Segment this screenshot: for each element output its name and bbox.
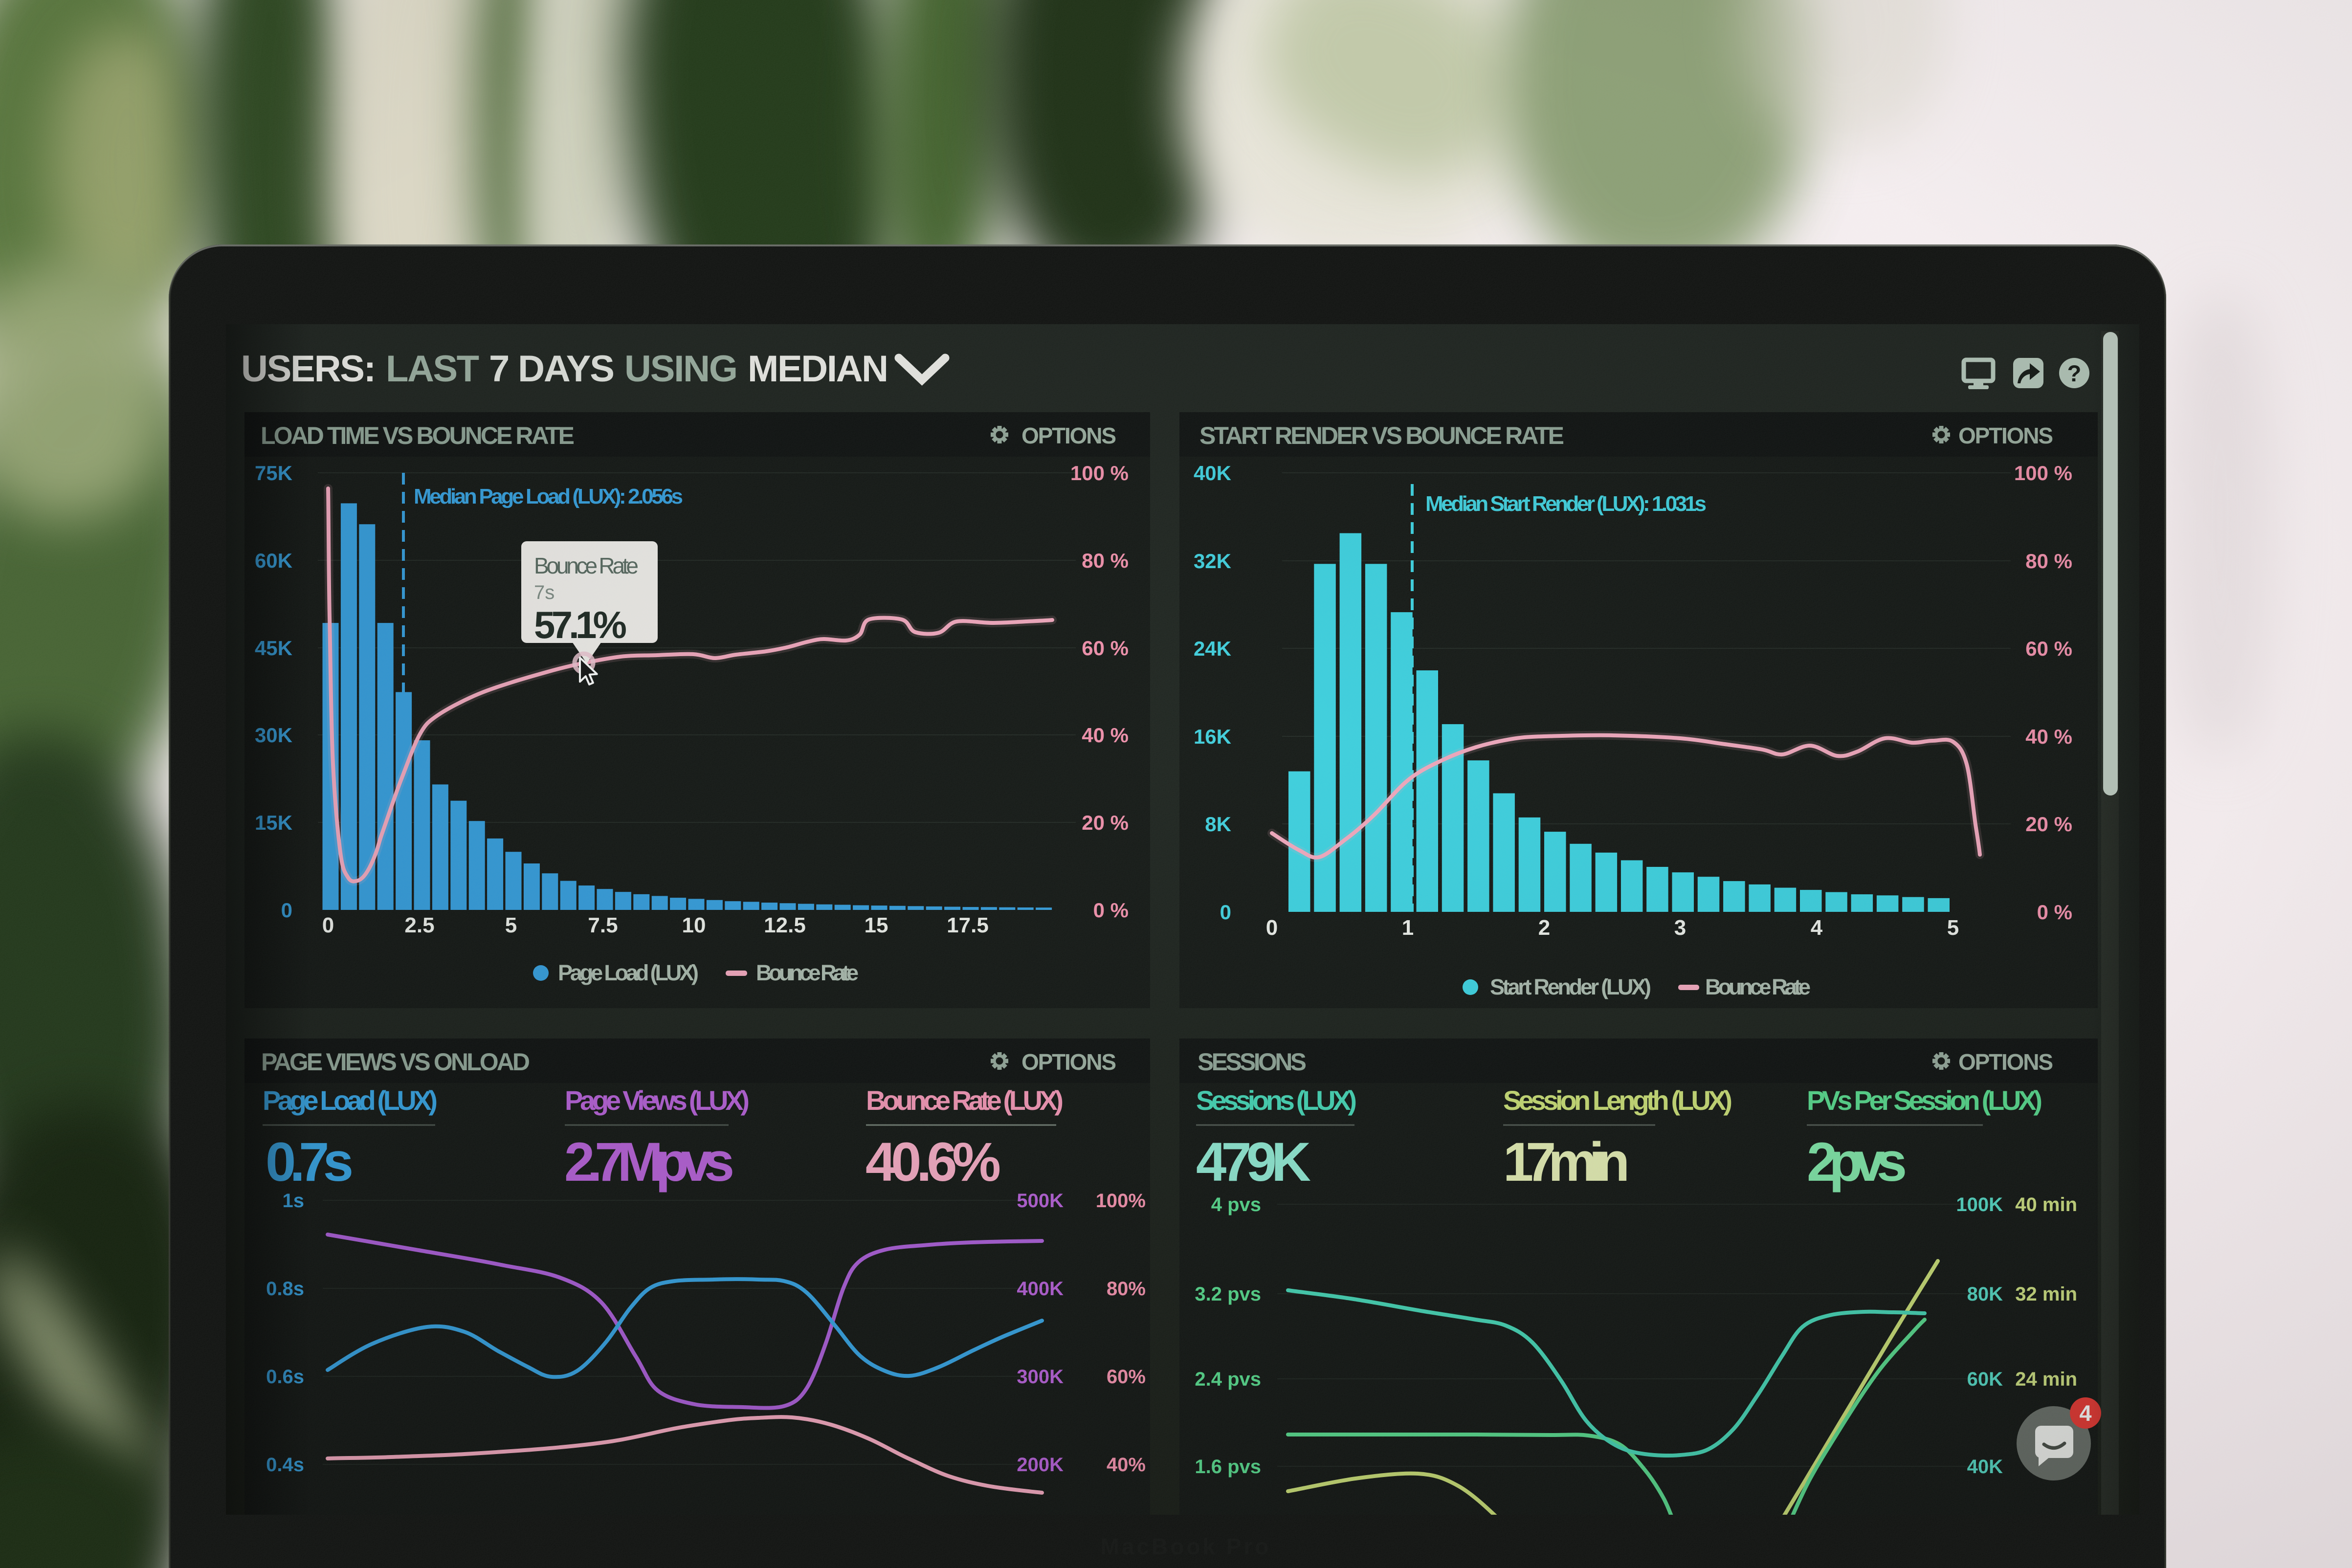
svg-text:Start Render (LUX): Start Render (LUX) — [1490, 974, 1651, 999]
svg-text:Bounce Rate: Bounce Rate — [534, 553, 639, 578]
svg-text:60%: 60% — [1107, 1366, 1146, 1388]
svg-text:0: 0 — [281, 899, 292, 922]
svg-text:40 %: 40 % — [1082, 724, 1129, 747]
svg-text:0: 0 — [1220, 901, 1231, 924]
svg-text:SESSIONS: SESSIONS — [1198, 1048, 1307, 1076]
svg-text:Sessions (LUX): Sessions (LUX) — [1196, 1085, 1357, 1116]
svg-text:2.4 pvs: 2.4 pvs — [1195, 1369, 1261, 1390]
svg-text:OPTIONS: OPTIONS — [1958, 1049, 2053, 1075]
svg-text:200K: 200K — [1017, 1454, 1064, 1476]
svg-text:Page Load (LUX): Page Load (LUX) — [558, 960, 699, 985]
svg-text:PVs Per Session (LUX): PVs Per Session (LUX) — [1807, 1085, 2042, 1116]
svg-text:40.6%: 40.6% — [865, 1131, 1001, 1193]
svg-text:Median Start Render (LUX): 1.0: Median Start Render (LUX): 1.031s — [1425, 492, 1707, 516]
svg-text:32 min: 32 min — [2015, 1283, 2077, 1305]
svg-text:0: 0 — [322, 913, 334, 937]
svg-text:OPTIONS: OPTIONS — [1958, 423, 2053, 448]
svg-text:20 %: 20 % — [2025, 813, 2072, 836]
svg-text:3.2 pvs: 3.2 pvs — [1195, 1283, 1261, 1305]
svg-text:40K: 40K — [1194, 462, 1231, 485]
svg-text:0: 0 — [1266, 916, 1278, 940]
svg-text:0.6s: 0.6s — [266, 1366, 304, 1388]
svg-text:Median Page Load (LUX): 2.056s: Median Page Load (LUX): 2.056s — [414, 485, 683, 508]
svg-text:1.6 pvs: 1.6 pvs — [1195, 1456, 1261, 1478]
svg-text:24K: 24K — [1194, 637, 1231, 660]
svg-text:60K: 60K — [1967, 1369, 2003, 1390]
svg-text:USING: USING — [624, 348, 738, 390]
svg-text:45K: 45K — [255, 637, 292, 660]
svg-text:8K: 8K — [1205, 813, 1231, 836]
svg-text:60K: 60K — [255, 549, 292, 572]
svg-text:40%: 40% — [1107, 1454, 1146, 1476]
svg-text:80%: 80% — [1107, 1278, 1146, 1300]
svg-text:START RENDER VS BOUNCE RATE: START RENDER VS BOUNCE RATE — [1199, 422, 1564, 449]
svg-text:USERS:: USERS: — [241, 348, 376, 390]
svg-text:400K: 400K — [1017, 1278, 1064, 1300]
svg-text:24 min: 24 min — [2015, 1369, 2077, 1390]
svg-text:15K: 15K — [255, 811, 292, 834]
svg-text:Page Views (LUX): Page Views (LUX) — [565, 1085, 750, 1116]
svg-text:100 %: 100 % — [2014, 462, 2072, 485]
svg-text:100%: 100% — [1096, 1190, 1146, 1212]
svg-text:100K: 100K — [1956, 1194, 2003, 1215]
svg-text:2: 2 — [1538, 916, 1550, 940]
svg-text:75K: 75K — [255, 462, 292, 485]
svg-text:60 %: 60 % — [1082, 637, 1129, 660]
svg-text:5: 5 — [505, 913, 517, 937]
svg-text:40K: 40K — [1967, 1456, 2003, 1478]
svg-text:2.5: 2.5 — [404, 913, 434, 937]
svg-text:3: 3 — [1674, 916, 1686, 940]
svg-text:40 %: 40 % — [2025, 725, 2072, 748]
svg-text:80 %: 80 % — [2025, 550, 2072, 573]
svg-text:500K: 500K — [1017, 1190, 1064, 1212]
svg-text:Bounce Rate: Bounce Rate — [756, 960, 859, 985]
svg-text:10: 10 — [682, 913, 706, 937]
svg-text:Page Load (LUX): Page Load (LUX) — [263, 1085, 438, 1116]
svg-text:2pvs: 2pvs — [1807, 1131, 1907, 1193]
svg-text:0 %: 0 % — [2037, 901, 2072, 924]
svg-text:16K: 16K — [1194, 725, 1231, 748]
svg-text:5: 5 — [1947, 916, 1959, 940]
svg-text:7.5: 7.5 — [588, 913, 618, 937]
svg-text:0.4s: 0.4s — [266, 1454, 304, 1476]
svg-text:4: 4 — [1811, 916, 1823, 940]
svg-text:7 DAYS: 7 DAYS — [489, 348, 615, 390]
svg-text:15: 15 — [865, 913, 888, 937]
svg-text:20 %: 20 % — [1082, 811, 1129, 834]
svg-text:Bounce Rate: Bounce Rate — [1705, 974, 1811, 999]
svg-text:?: ? — [2067, 360, 2082, 386]
svg-text:PAGE VIEWS VS ONLOAD: PAGE VIEWS VS ONLOAD — [261, 1048, 530, 1076]
svg-text:0.7s: 0.7s — [266, 1131, 354, 1193]
svg-text:0.8s: 0.8s — [266, 1278, 304, 1300]
svg-text:40 min: 40 min — [2015, 1194, 2077, 1215]
svg-text:2.7Mpvs: 2.7Mpvs — [564, 1131, 734, 1193]
svg-text:MEDIAN: MEDIAN — [748, 348, 888, 390]
svg-text:57.1%: 57.1% — [534, 603, 627, 646]
svg-text:60 %: 60 % — [2025, 637, 2072, 660]
svg-text:30K: 30K — [255, 724, 292, 747]
svg-text:Session Length (LUX): Session Length (LUX) — [1503, 1085, 1732, 1116]
svg-text:32K: 32K — [1194, 550, 1231, 573]
svg-text:17.5: 17.5 — [947, 913, 989, 937]
svg-text:LAST: LAST — [386, 348, 479, 390]
svg-text:1: 1 — [1402, 916, 1414, 940]
svg-text:479K: 479K — [1196, 1131, 1311, 1193]
svg-text:100 %: 100 % — [1070, 462, 1129, 485]
svg-text:OPTIONS: OPTIONS — [1021, 423, 1116, 448]
svg-text:80 %: 80 % — [1082, 549, 1129, 572]
svg-text:7s: 7s — [534, 582, 555, 603]
svg-text:1s: 1s — [283, 1190, 305, 1212]
svg-text:300K: 300K — [1017, 1366, 1064, 1388]
svg-text:OPTIONS: OPTIONS — [1021, 1049, 1116, 1075]
svg-text:4: 4 — [2079, 1401, 2091, 1426]
svg-text:Bounce Rate (LUX): Bounce Rate (LUX) — [866, 1085, 1064, 1116]
svg-text:4 pvs: 4 pvs — [1211, 1194, 1261, 1215]
svg-text:17min: 17min — [1503, 1131, 1630, 1193]
svg-text:80K: 80K — [1967, 1283, 2003, 1305]
svg-text:12.5: 12.5 — [764, 913, 806, 937]
svg-text:0 %: 0 % — [1093, 899, 1129, 922]
svg-text:LOAD TIME VS BOUNCE RATE: LOAD TIME VS BOUNCE RATE — [261, 422, 575, 449]
